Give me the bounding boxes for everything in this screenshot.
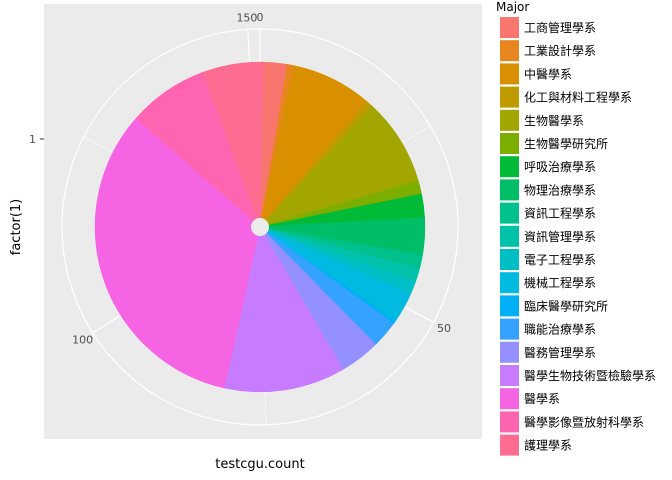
legend-label-3: 中醫學系 xyxy=(524,66,572,81)
legend-label-12: 機械工程學系 xyxy=(524,275,596,290)
center-hole xyxy=(251,218,269,236)
legend-key-16 xyxy=(500,365,519,386)
y-axis-tick-label: 1 xyxy=(29,133,36,146)
legend-label-13: 臨床醫學研究所 xyxy=(524,298,608,313)
legend-label-11: 電子工程學系 xyxy=(524,252,596,267)
pie-slice-5 xyxy=(259,105,419,228)
legend-label-17: 醫學系 xyxy=(524,392,560,406)
legend-key-17 xyxy=(500,388,519,410)
theta-tick-label: 0 xyxy=(257,11,264,24)
x-axis-title: testcgu.count xyxy=(215,457,304,472)
legend-label-4: 化工與材料工程學系 xyxy=(524,90,632,105)
legend-label-15: 醫務管理學系 xyxy=(524,345,596,360)
legend-label-6: 生物醫學研究所 xyxy=(524,136,608,151)
legend-key-19 xyxy=(500,434,519,456)
legend-label-18: 醫學影像暨放射科學系 xyxy=(524,414,644,429)
legend-label-9: 資訊工程學系 xyxy=(524,206,596,221)
pie-slice-16 xyxy=(224,226,344,393)
theta-tick-label: 150 xyxy=(236,11,257,24)
legend-key-13 xyxy=(500,295,519,317)
legend-key-15 xyxy=(500,341,519,363)
legend-key-2 xyxy=(500,40,519,62)
legend-key-18 xyxy=(500,411,519,433)
legend-key-11 xyxy=(500,249,519,270)
legend-label-14: 職能治療學系 xyxy=(524,323,596,337)
legend-key-3 xyxy=(500,63,519,85)
legend-title: Major xyxy=(496,0,529,14)
y-axis-title: factor(1) xyxy=(9,199,24,256)
slice-layer xyxy=(94,61,426,393)
legend-label-1: 工商管理學系 xyxy=(524,20,596,35)
legend-label-19: 護理學系 xyxy=(524,438,572,453)
pie-slice-19 xyxy=(202,61,264,228)
legend-label-5: 生物醫學系 xyxy=(524,114,584,128)
legend-key-9 xyxy=(500,202,519,224)
legend-key-10 xyxy=(500,225,519,247)
theta-tick-label: 50 xyxy=(437,322,451,335)
legend-label-16: 醫學生物技術暨檢驗學系 xyxy=(524,368,656,383)
legend-key-7 xyxy=(500,156,519,178)
legend-label-2: 工業設計學系 xyxy=(524,43,596,58)
legend: Major 工商管理學系工業設計學系中醫學系化工與材料工程學系生物醫學系生物醫學… xyxy=(496,0,656,456)
legend-key-1 xyxy=(500,17,519,38)
legend-key-8 xyxy=(500,179,519,201)
theta-tick-label: 100 xyxy=(72,333,93,346)
legend-key-5 xyxy=(500,109,519,131)
legend-key-4 xyxy=(500,86,519,108)
tick-layer: 0 50 100 150 xyxy=(72,11,451,346)
legend-label-8: 物理治療學系 xyxy=(524,183,596,197)
legend-key-12 xyxy=(500,272,519,294)
pie-slice-17 xyxy=(94,117,261,389)
legend-label-10: 資訊管理學系 xyxy=(524,229,596,244)
legend-key-14 xyxy=(500,318,519,340)
legend-label-7: 呼吸治療學系 xyxy=(524,160,596,174)
legend-key-6 xyxy=(500,133,519,154)
